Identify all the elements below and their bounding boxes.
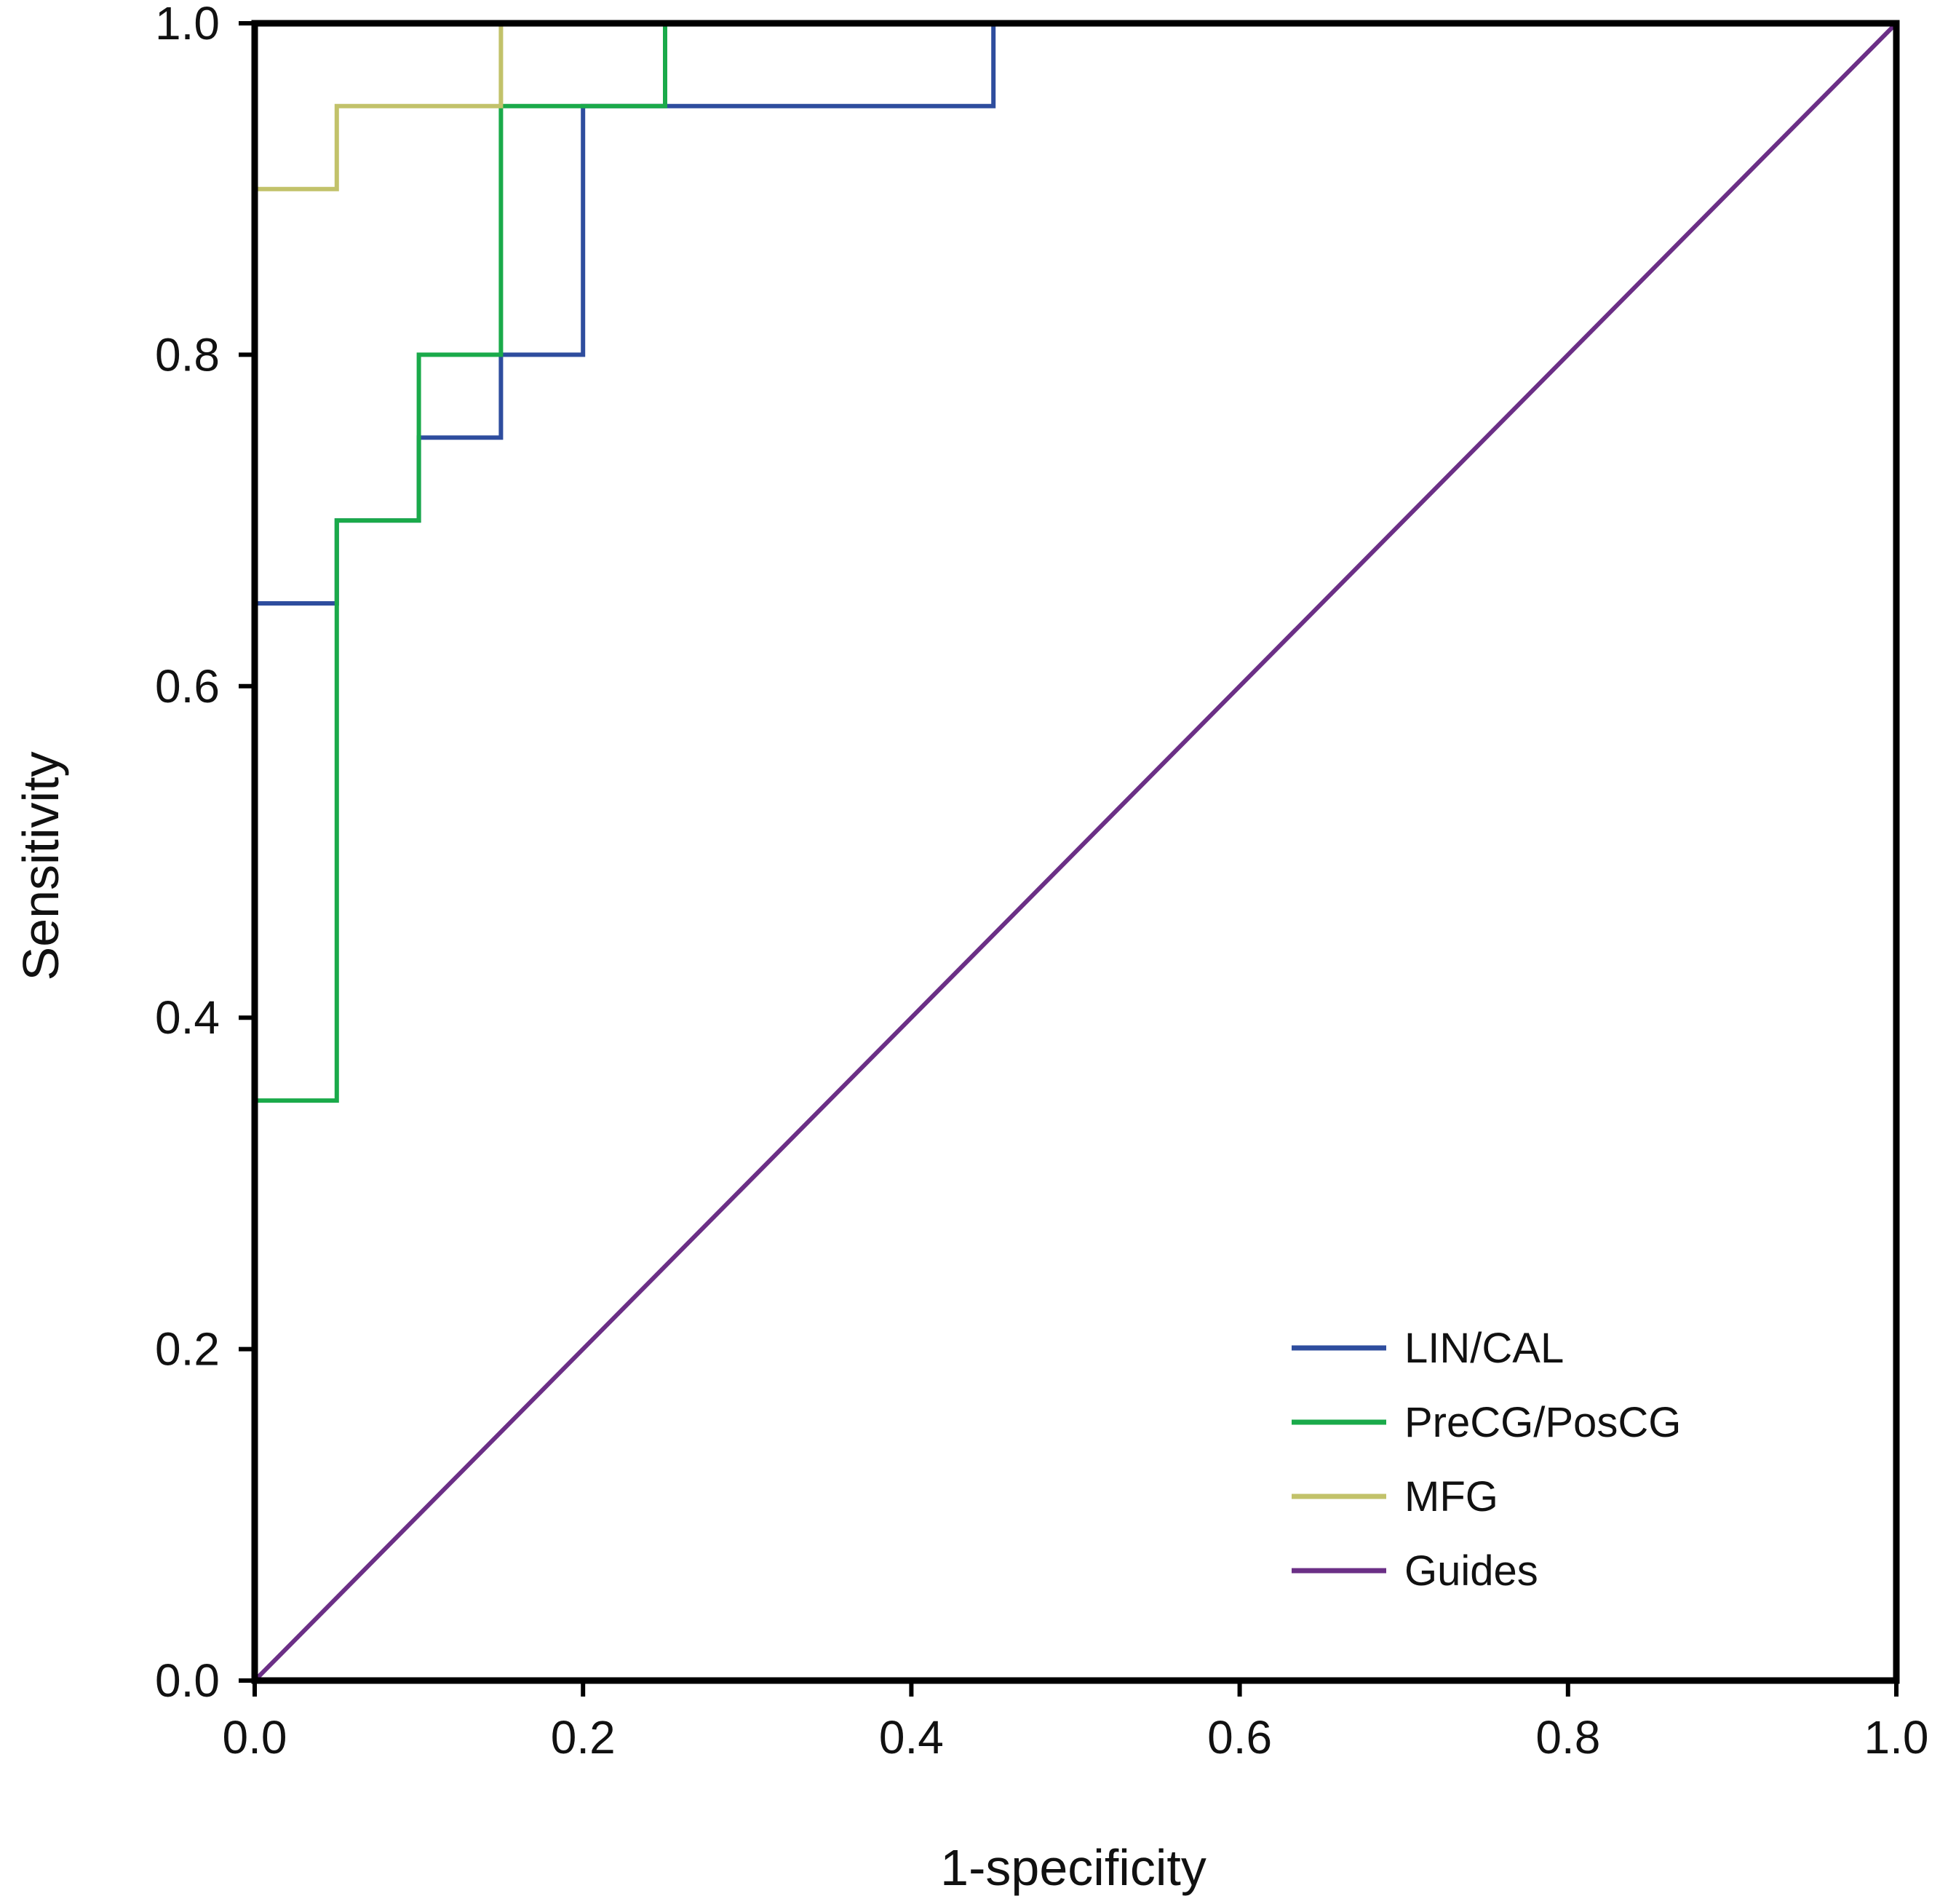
ticks-layer <box>239 21 1899 1697</box>
legend-label: LIN/CAL <box>1404 1325 1564 1372</box>
x-tick-label: 0.0 <box>223 1711 287 1764</box>
x-tick-label: 0.4 <box>879 1711 944 1764</box>
legend-label: MFG <box>1404 1473 1498 1520</box>
y-tick-label: 0.2 <box>155 1323 220 1376</box>
y-tick-label: 0.8 <box>155 328 220 381</box>
x-tick-label: 0.6 <box>1207 1711 1272 1764</box>
series-line-precg-poscg <box>253 21 1896 1681</box>
x-tick-label: 1.0 <box>1864 1711 1929 1764</box>
y-tick-label: 1.0 <box>155 0 220 49</box>
legend-label: PreCG/PosCG <box>1404 1399 1681 1446</box>
tick-labels-layer: 0.0 0.2 0.4 0.6 0.8 1.0 0.0 0.2 0.4 0.6 0.8 1.0 <box>155 0 1928 1764</box>
plot-frame <box>251 20 1900 1684</box>
x-tick-label: 0.8 <box>1535 1711 1600 1764</box>
y-tick-label: 0.0 <box>155 1654 220 1707</box>
x-axis-title: 1-specificity <box>940 1839 1206 1896</box>
y-axis-title: Sensitivity <box>12 751 69 980</box>
y-tick-label: 0.4 <box>155 991 220 1044</box>
legend: LIN/CAL PreCG/PosCG MFG Guides <box>1292 1325 1681 1595</box>
x-tick-label: 0.2 <box>551 1711 616 1764</box>
legend-label: Guides <box>1404 1547 1538 1595</box>
series-line-guides <box>253 21 1899 1683</box>
y-tick-label: 0.6 <box>155 660 220 713</box>
